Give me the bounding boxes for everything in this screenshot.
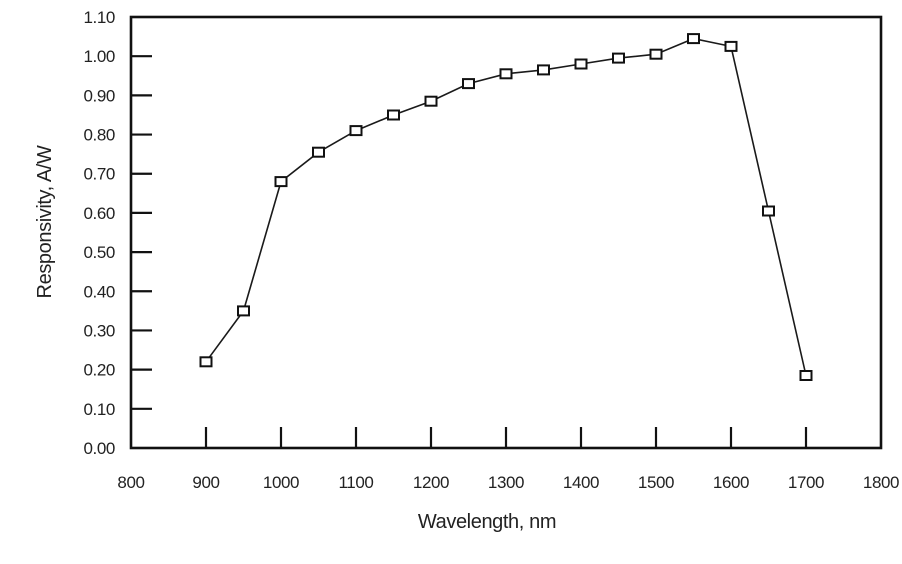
y-axis-title: Responsivity, A/W <box>34 145 56 298</box>
data-point-marker <box>237 305 250 317</box>
data-point-marker <box>687 33 700 45</box>
x-tick-label: 1400 <box>563 473 599 492</box>
y-tick-label: 0.10 <box>84 400 116 419</box>
y-tick-label: 0.80 <box>84 126 116 145</box>
data-point-marker <box>274 176 288 188</box>
y-tick-label: 1.00 <box>84 47 116 66</box>
x-tick-label: 1300 <box>488 473 524 492</box>
y-axis-ticks <box>131 55 152 410</box>
x-tick-label: 1600 <box>713 473 749 492</box>
data-point-marker <box>724 40 738 52</box>
x-tick-label: 800 <box>117 473 144 492</box>
y-axis-tick-labels: 0.00 0.10 0.20 0.30 0.40 0.50 0.60 0.70 0.80 0.90… <box>84 8 116 458</box>
data-point-marker <box>387 109 400 121</box>
data-point-marker <box>574 58 588 70</box>
data-point-marker <box>649 48 663 60</box>
x-tick-label: 1200 <box>413 473 449 492</box>
x-axis-ticks <box>204 427 808 448</box>
x-tick-label: 1500 <box>638 473 674 492</box>
plot-frame <box>129 15 883 450</box>
y-tick-label: 0.70 <box>84 165 116 184</box>
data-point-marker <box>612 52 625 64</box>
y-tick-label: 0.90 <box>84 86 116 105</box>
data-point-marker <box>499 68 513 80</box>
data-point-marker <box>312 146 325 158</box>
y-tick-label: 0.40 <box>84 282 116 301</box>
data-point-marker <box>462 78 475 90</box>
y-tick-label: 0.60 <box>84 204 116 223</box>
y-tick-label: 0.50 <box>84 243 116 262</box>
x-tick-label: 1000 <box>263 473 299 492</box>
data-point-marker <box>199 356 213 368</box>
data-point-marker <box>762 205 775 217</box>
data-point-marker <box>424 95 438 107</box>
x-tick-label: 1800 <box>863 473 899 492</box>
y-tick-label: 0.20 <box>84 361 116 380</box>
y-tick-label: 1.10 <box>84 8 116 27</box>
x-axis-tick-labels: 800 900 1000 1100 1200 1300 1400 1500 1600 1700 18… <box>117 473 899 492</box>
y-tick-label: 0.00 <box>84 439 116 458</box>
series-line <box>205 37 807 376</box>
x-tick-label: 1100 <box>339 473 374 492</box>
x-tick-label: 1700 <box>788 473 824 492</box>
data-point-marker <box>799 370 813 381</box>
data-series <box>199 33 813 381</box>
y-tick-label: 0.30 <box>84 321 116 340</box>
data-point-marker <box>537 64 550 76</box>
x-axis-title: Wavelength, nm <box>418 511 556 533</box>
data-point-marker <box>349 125 363 137</box>
x-tick-label: 900 <box>192 473 219 492</box>
